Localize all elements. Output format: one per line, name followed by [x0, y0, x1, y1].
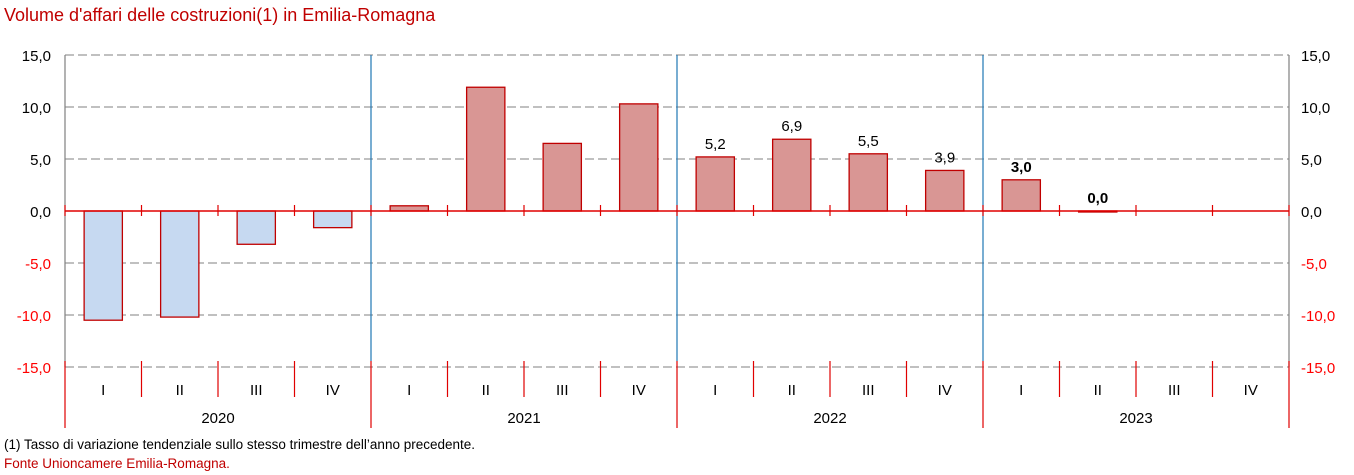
bar [83, 210, 124, 321]
data-label: 0,0 [1087, 190, 1108, 207]
y-tick-label-left: -15,0 [17, 360, 51, 377]
y-tick-label-left: 5,0 [30, 152, 51, 169]
data-label: 6,9 [781, 118, 802, 135]
source-note: Fonte Unioncamere Emilia-Romagna. [4, 456, 230, 471]
x-tick-label-quarter: I [101, 382, 105, 399]
x-tick-label-quarter: I [1019, 382, 1023, 399]
year-dividers [370, 55, 984, 428]
bars [83, 86, 1118, 321]
y-tick-label-left: -10,0 [17, 308, 51, 325]
y-tick-label-left: -5,0 [25, 256, 51, 273]
x-tick-label-quarter: IV [632, 382, 646, 399]
y-tick-label-left: 15,0 [22, 48, 51, 65]
y-tick-label-right: -5,0 [1301, 256, 1327, 273]
x-tick-label-year: 2021 [507, 410, 540, 427]
x-tick-label-year: 2022 [813, 410, 846, 427]
y-tick-label-right: 10,0 [1301, 100, 1330, 117]
footnote: (1) Tasso di variazione tendenziale sull… [4, 437, 476, 452]
data-label: 3,0 [1011, 159, 1032, 176]
bar [312, 210, 353, 229]
x-tick-label-quarter: III [250, 382, 263, 399]
x-tick-label-quarter: II [1094, 382, 1102, 399]
y-tick-label-right: -10,0 [1301, 308, 1335, 325]
x-tick-label-quarter: II [482, 382, 490, 399]
x-tick-label-quarter: IV [326, 382, 340, 399]
x-tick-label-quarter: II [176, 382, 184, 399]
bar [1001, 179, 1042, 212]
data-label: 5,5 [858, 133, 879, 150]
y-tick-label-left: 10,0 [22, 100, 51, 117]
bar [618, 103, 659, 212]
y-tick-label-right: 5,0 [1301, 152, 1322, 169]
x-tick-label-quarter: III [1168, 382, 1181, 399]
data-label: 3,9 [934, 149, 955, 166]
x-tick-label-year: 2023 [1119, 410, 1152, 427]
data-label: 5,2 [705, 136, 726, 153]
x-tick-label-quarter: III [862, 382, 875, 399]
x-tick-label-quarter: II [788, 382, 796, 399]
chart-title: Volume d'affari delle costruzioni(1) in … [4, 5, 436, 25]
y-tick-label-right: 0,0 [1301, 204, 1322, 221]
y-tick-label-left: 0,0 [30, 204, 51, 221]
bar [695, 156, 736, 212]
axes: 15,0 15,0 10,0 10,0 5,0 5,0 0,0 0,0 -5,0 -5,0 -10,… [17, 48, 1335, 428]
bar [771, 138, 812, 212]
y-tick-label-right: -15,0 [1301, 360, 1335, 377]
bar [542, 142, 583, 212]
bar [848, 153, 889, 212]
bar [465, 86, 506, 212]
x-tick-label-quarter: IV [1244, 382, 1258, 399]
bar [159, 210, 200, 318]
bar [924, 169, 965, 212]
x-tick-label-year: 2020 [201, 410, 234, 427]
x-tick-label-quarter: III [556, 382, 569, 399]
bar [236, 210, 277, 245]
bar [389, 205, 430, 212]
x-tick-label-quarter: I [407, 382, 411, 399]
x-tick-label-quarter: I [713, 382, 717, 399]
y-tick-label-right: 15,0 [1301, 48, 1330, 65]
x-tick-label-quarter: IV [938, 382, 952, 399]
